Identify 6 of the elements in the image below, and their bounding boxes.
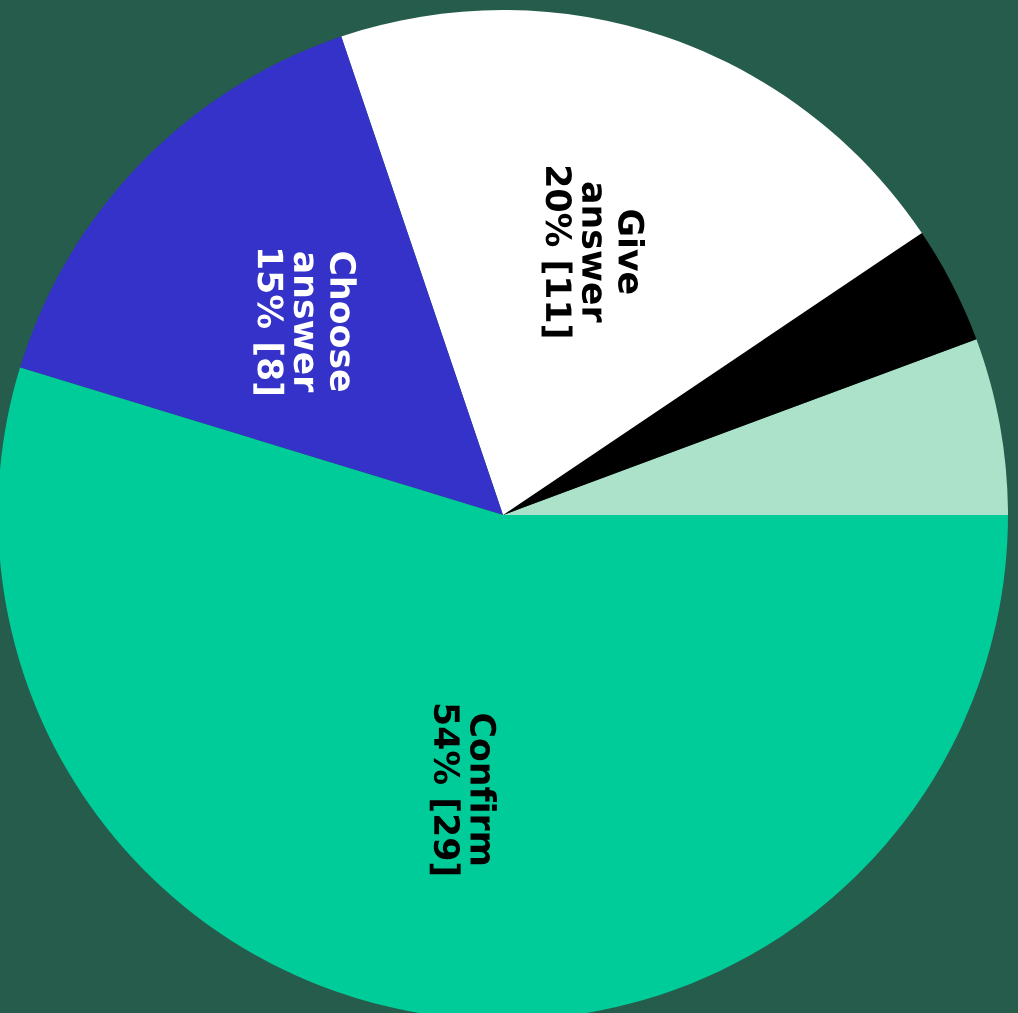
data-label: 54% [29] (429, 704, 461, 875)
slice-label: Choose answer (293, 252, 357, 393)
data-label: 15% [8] (253, 249, 285, 395)
data-label: 20% [11] (541, 167, 573, 337)
slice-label: Give answer (581, 182, 645, 323)
slice-label: Confirm (470, 714, 497, 865)
